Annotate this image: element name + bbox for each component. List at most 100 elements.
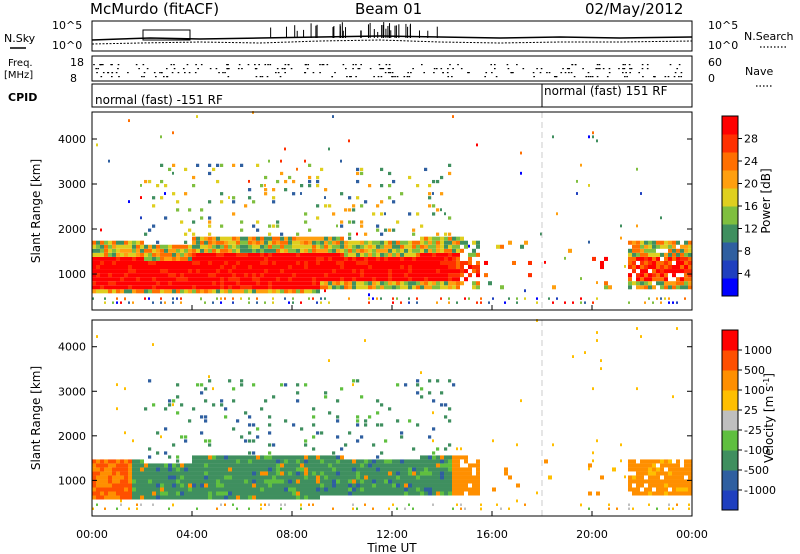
heatmap-cell bbox=[336, 399, 340, 403]
heatmap-cell bbox=[460, 479, 464, 484]
heatmap-cell bbox=[388, 467, 392, 472]
heatmap-cell bbox=[220, 487, 224, 492]
heatmap-cell bbox=[648, 491, 652, 496]
heatmap-cell bbox=[428, 248, 432, 253]
heatmap-cell bbox=[268, 273, 272, 278]
heatmap-cell bbox=[224, 265, 228, 270]
heatmap-cell bbox=[284, 483, 288, 488]
heatmap-cell bbox=[264, 281, 268, 286]
heatmap-cell bbox=[252, 467, 256, 472]
heatmap-cell bbox=[648, 459, 652, 464]
heatmap-cell bbox=[292, 179, 296, 184]
heatmap-cell bbox=[264, 248, 268, 253]
heatmap-cell bbox=[664, 260, 668, 265]
heatmap-cell bbox=[108, 487, 112, 492]
heatmap-cell bbox=[376, 483, 380, 488]
heatmap-cell bbox=[104, 301, 106, 304]
heatmap-cell bbox=[360, 167, 364, 172]
y-tick-label: 1000 bbox=[58, 474, 86, 487]
heatmap-cell bbox=[196, 277, 200, 282]
heatmap-cell bbox=[104, 277, 108, 282]
heatmap-cell bbox=[364, 244, 368, 249]
heatmap-cell bbox=[228, 379, 232, 383]
heatmap-cell bbox=[120, 463, 124, 468]
heatmap-cell bbox=[680, 285, 684, 290]
heatmap-cell bbox=[300, 256, 304, 261]
heatmap-cell bbox=[632, 459, 636, 464]
heatmap-cell bbox=[436, 471, 440, 476]
heatmap-cell bbox=[264, 463, 268, 468]
freq-mark bbox=[589, 76, 592, 78]
heatmap-cell bbox=[136, 240, 140, 245]
heatmap-cell bbox=[620, 224, 622, 228]
heatmap-cell bbox=[472, 248, 476, 253]
heatmap-cell bbox=[248, 236, 252, 241]
heatmap-cell bbox=[420, 387, 424, 391]
heatmap-cell bbox=[244, 455, 248, 460]
freq-mark bbox=[624, 76, 626, 78]
colorbar-swatch bbox=[722, 410, 738, 431]
heatmap-cell bbox=[216, 483, 220, 488]
heatmap-cell bbox=[428, 483, 432, 488]
heatmap-cell bbox=[628, 248, 632, 253]
heatmap-cell bbox=[148, 463, 152, 468]
heatmap-cell bbox=[628, 301, 630, 304]
heatmap-cell bbox=[360, 435, 364, 439]
heatmap-cell bbox=[208, 277, 212, 282]
heatmap-cell bbox=[352, 503, 354, 506]
heatmap-cell bbox=[368, 301, 370, 304]
heatmap-cell bbox=[196, 163, 200, 167]
heatmap-cell bbox=[128, 248, 132, 253]
heatmap-cell bbox=[156, 256, 160, 261]
heatmap-cell bbox=[192, 495, 196, 500]
heatmap-cell bbox=[416, 281, 420, 286]
heatmap-cell bbox=[276, 252, 280, 257]
freq-mark bbox=[261, 76, 264, 78]
heatmap-cell bbox=[352, 475, 356, 480]
heatmap-cell bbox=[424, 240, 428, 245]
heatmap-cell bbox=[152, 269, 156, 274]
heatmap-cell bbox=[320, 285, 324, 290]
heatmap-cell bbox=[684, 265, 688, 270]
heatmap-cell bbox=[192, 265, 196, 270]
heatmap-cell bbox=[452, 459, 456, 464]
heatmap-cell bbox=[416, 265, 420, 270]
freq-mark bbox=[591, 76, 594, 78]
heatmap-cell bbox=[204, 252, 208, 257]
heatmap-cell bbox=[268, 467, 272, 472]
heatmap-cell bbox=[252, 248, 256, 253]
heatmap-cell bbox=[184, 240, 188, 244]
heatmap-cell bbox=[248, 423, 252, 427]
freq-mark bbox=[646, 64, 649, 66]
heatmap-cell bbox=[220, 256, 224, 261]
heatmap-cell bbox=[428, 277, 432, 282]
heatmap-cell bbox=[396, 252, 400, 257]
heatmap-cell bbox=[428, 196, 432, 200]
heatmap-cell bbox=[468, 491, 472, 496]
heatmap-cell bbox=[464, 471, 468, 476]
heatmap-cell bbox=[192, 471, 196, 476]
heatmap-cell bbox=[668, 301, 670, 304]
heatmap-cell bbox=[216, 281, 220, 286]
heatmap-cell bbox=[268, 495, 272, 500]
heatmap-cell bbox=[632, 265, 636, 270]
heatmap-cell bbox=[428, 479, 432, 484]
heatmap-cell bbox=[416, 184, 420, 188]
heatmap-cell bbox=[336, 273, 340, 278]
heatmap-cell bbox=[304, 269, 308, 274]
freq-mark bbox=[186, 64, 189, 66]
heatmap-cell bbox=[332, 236, 336, 241]
heatmap-cell bbox=[416, 479, 420, 484]
heatmap-cell bbox=[204, 260, 208, 265]
heatmap-cell bbox=[344, 240, 348, 245]
heatmap-cell bbox=[112, 260, 116, 265]
heatmap-cell bbox=[452, 256, 456, 261]
heatmap-cell bbox=[244, 277, 248, 282]
heatmap-cell bbox=[360, 475, 364, 480]
heatmap-cell bbox=[408, 265, 412, 270]
heatmap-cell bbox=[416, 487, 420, 492]
freq-mark bbox=[259, 76, 262, 78]
heatmap-cell bbox=[412, 447, 416, 451]
heatmap-cell bbox=[260, 260, 264, 265]
heatmap-cell bbox=[296, 483, 300, 488]
